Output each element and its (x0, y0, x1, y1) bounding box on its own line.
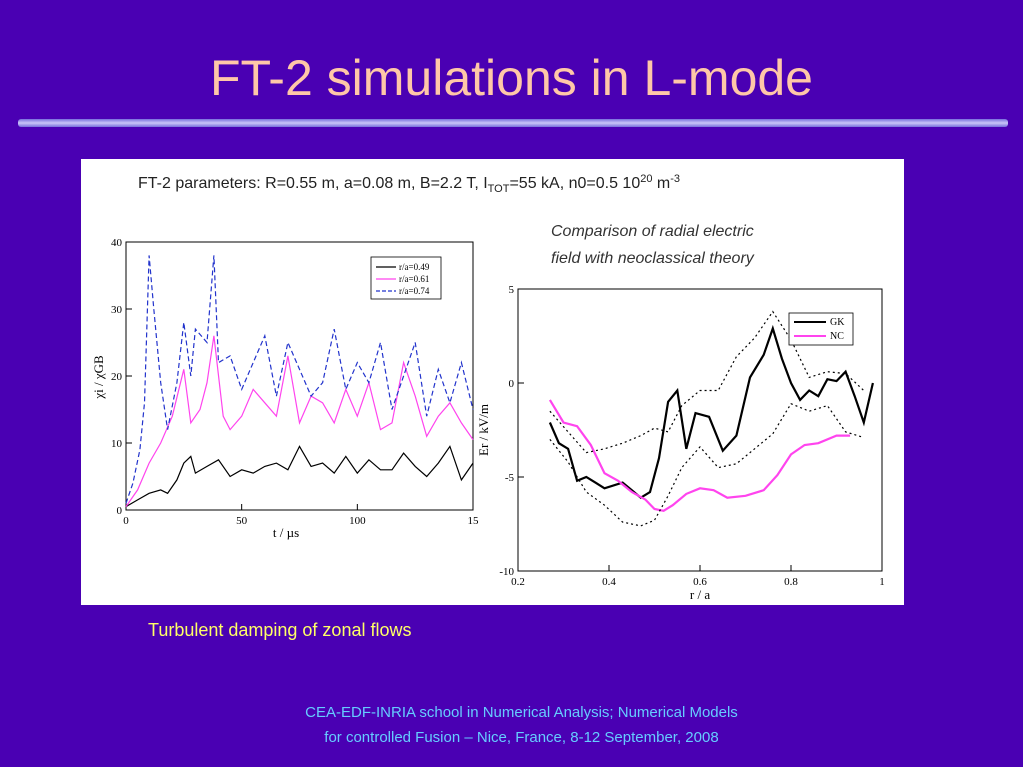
title-divider (18, 119, 1008, 127)
x-tick-label: 0.8 (784, 576, 798, 588)
y-tick-label: 20 (111, 371, 123, 383)
series-line-1-0 (548, 324, 874, 500)
x-tick-label: 0.4 (602, 576, 616, 588)
legend-label-074: r/a=0.74 (399, 286, 430, 296)
footer: CEA-EDF-INRIA school in Numerical Analys… (0, 700, 1023, 750)
left-legend-box (370, 256, 442, 300)
series-line-0-2 (125, 255, 474, 504)
right-legend-box (788, 312, 854, 346)
right-x-axis-label: r / a (690, 587, 710, 602)
x-tick-label: 0.6 (693, 576, 707, 588)
series-line-1-3 (549, 402, 864, 527)
legend-label-nc: NC (830, 331, 844, 342)
right-axis-ticks: 0.2 0.4 0.6 0.8 1 -10 -5 0 5 (499, 284, 884, 588)
er-vs-radius-chart: 0.2 0.4 0.6 0.8 1 -10 -5 0 5 GK NC r / a Er / kV… (476, 284, 885, 602)
left-y-axis-label: χi / χGB (91, 355, 106, 400)
figure-caption: Turbulent damping of zonal flows (148, 620, 412, 640)
y-tick-label: 40 (111, 237, 123, 249)
right-y-axis-label: Er / kV/m (476, 404, 491, 456)
y-tick-label: -10 (499, 566, 514, 578)
x-tick-label: 0 (123, 515, 129, 527)
slide-title: FT-2 simulations in L-mode (209, 50, 813, 106)
left-legend: r/a=0.49 r/a=0.61 r/a=0.74 (370, 256, 442, 300)
footer-line-2: for controlled Fusion – Nice, France, 8-… (324, 729, 719, 746)
comparison-line-1: Comparison of radial electric (551, 223, 754, 240)
left-series-group (125, 255, 474, 508)
y-tick-label: 5 (509, 284, 515, 296)
series-line-0-1 (125, 335, 474, 507)
right-series-group (548, 310, 874, 527)
y-tick-label: 0 (509, 378, 515, 390)
series-line-0-0 (125, 445, 474, 508)
y-tick-label: 0 (117, 505, 123, 517)
parameters-text: FT-2 parameters: R=0.55 m, a=0.08 m, B=2… (138, 173, 680, 195)
legend-label-049: r/a=0.49 (399, 262, 430, 272)
x-tick-label: 1 (879, 576, 885, 588)
figure-svg: FT-2 parameters: R=0.55 m, a=0.08 m, B=2… (91, 173, 885, 602)
x-tick-label: 0.2 (511, 576, 525, 588)
comparison-line-2: field with neoclassical theory (551, 250, 755, 267)
x-tick-label: 50 (236, 515, 248, 527)
y-tick-label: -5 (505, 472, 515, 484)
figure-panel: FT-2 parameters: R=0.55 m, a=0.08 m, B=2… (81, 159, 904, 605)
x-tick-label: 15 (468, 515, 480, 527)
series-line-1-2 (549, 310, 865, 454)
footer-line-1: CEA-EDF-INRIA school in Numerical Analys… (305, 704, 738, 721)
left-x-axis-label: t / µs (273, 525, 299, 540)
y-tick-label: 10 (111, 438, 123, 450)
legend-label-061: r/a=0.61 (399, 274, 429, 284)
y-tick-label: 30 (111, 304, 123, 316)
x-tick-label: 100 (349, 515, 366, 527)
right-legend: GK NC (788, 312, 854, 346)
legend-label-gk: GK (830, 317, 845, 328)
series-line-1-1 (548, 399, 851, 512)
